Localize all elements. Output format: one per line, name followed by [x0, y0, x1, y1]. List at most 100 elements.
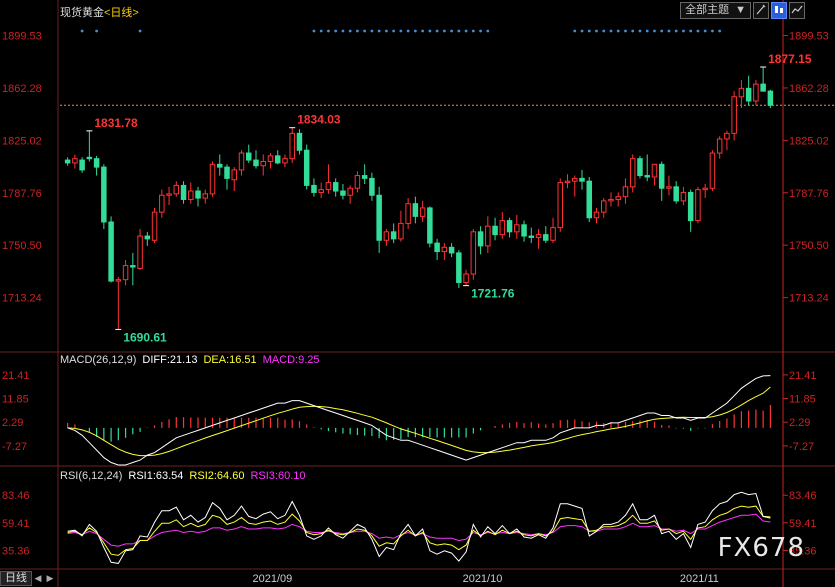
- candle-body: [376, 194, 382, 241]
- candle-body: [543, 234, 549, 241]
- dea-line: [67, 386, 771, 457]
- rsi2-line: [67, 505, 771, 556]
- low-label-2: 1721.76: [471, 287, 515, 301]
- rsi-tick-label-left: 83.46: [2, 490, 30, 502]
- x-tick-label: 2021/09: [252, 573, 292, 585]
- signal-dot: [479, 29, 482, 33]
- draw-tool-icon[interactable]: [753, 2, 769, 19]
- candle-body: [557, 182, 564, 229]
- rsi3-value: RSI3:60.10: [250, 470, 306, 482]
- signal-dot: [95, 29, 99, 33]
- macd-panel: [67, 375, 771, 466]
- macd-legend: MACD(26,12,9) DIFF:21.13 DEA:16.51 MACD:…: [60, 354, 320, 366]
- candle-body: [485, 225, 491, 247]
- candle-body: [303, 149, 310, 186]
- signal-dot: [341, 29, 345, 33]
- candle-body: [658, 163, 665, 189]
- low-label-1: 1690.61: [123, 330, 167, 344]
- candle-body: [274, 155, 281, 164]
- candle-body: [72, 158, 78, 164]
- candle-body: [267, 155, 274, 162]
- candle-body: [398, 222, 404, 240]
- chart-type-icon[interactable]: [771, 2, 787, 19]
- signal-dot: [616, 29, 620, 33]
- candle-body: [195, 190, 201, 199]
- candle-body: [629, 158, 636, 188]
- signal-dot: [413, 29, 417, 33]
- price-tick-label-left: 1862.28: [2, 83, 42, 95]
- candle-body: [383, 231, 390, 241]
- candle-body: [760, 83, 766, 92]
- candle-body: [637, 158, 643, 177]
- rsi1-line: [67, 491, 771, 564]
- candle-body: [238, 152, 245, 171]
- candle-body: [159, 194, 165, 213]
- signal-dot: [674, 29, 678, 33]
- macd-tick-label: 2.29: [789, 417, 810, 429]
- rsi-tick-label-left: 35.36: [2, 545, 30, 557]
- candle-body: [463, 273, 469, 283]
- rsi2-value: RSI2:64.60: [189, 470, 245, 482]
- high-label-2: 1834.03: [297, 113, 341, 127]
- signal-dot: [631, 29, 635, 33]
- candle-body: [347, 187, 353, 196]
- signal-dot: [638, 29, 642, 33]
- candle-body: [470, 231, 477, 275]
- chevron-down-icon: ▼: [735, 4, 746, 16]
- price-panel: 1831.78 1834.03 1877.15 1690.61 1721.76: [60, 29, 835, 344]
- price-tick-label: 1825.02: [789, 135, 829, 147]
- candle-body: [412, 203, 419, 217]
- signal-dot: [660, 29, 664, 33]
- signal-dot: [689, 29, 693, 33]
- price-tick-label: 1713.24: [789, 293, 829, 305]
- candle-body: [499, 220, 506, 236]
- scroll-right-icon[interactable]: ▶: [46, 573, 54, 583]
- signal-dot: [370, 29, 374, 33]
- candle-body: [325, 182, 332, 191]
- candle-body: [716, 138, 723, 154]
- scroll-left-icon[interactable]: ◀: [34, 573, 42, 583]
- candle-body: [318, 189, 324, 193]
- candle-body: [702, 187, 708, 191]
- candle-body: [427, 207, 433, 244]
- indicator-icon[interactable]: [789, 2, 805, 19]
- signal-dot: [595, 29, 598, 33]
- candle-body: [144, 235, 151, 240]
- signal-dot: [682, 29, 685, 33]
- signal-dot: [450, 29, 454, 33]
- candle-body: [122, 265, 129, 281]
- candle-body: [564, 180, 571, 184]
- candle-body: [289, 132, 295, 160]
- price-tick-label: 1899.53: [789, 31, 829, 43]
- candle-body: [622, 186, 629, 198]
- price-tick-label: 1750.50: [789, 240, 829, 252]
- signal-dot: [363, 29, 367, 33]
- candle-body: [593, 211, 600, 219]
- signal-dot: [667, 29, 671, 33]
- signal-dot: [471, 29, 475, 33]
- signal-dot: [392, 29, 396, 33]
- signal-dot: [703, 29, 707, 33]
- candle-body: [361, 175, 368, 179]
- tab-daily[interactable]: 日线: [0, 571, 32, 586]
- candle-body: [680, 191, 687, 202]
- candle-body: [687, 191, 694, 222]
- macd-dea-value: DEA:16.51: [203, 354, 257, 366]
- topic-select[interactable]: 全部主题 ▼: [680, 2, 751, 19]
- candle-body: [506, 220, 513, 233]
- candle-body: [260, 160, 266, 167]
- signal-dot: [435, 29, 439, 33]
- candle-body: [311, 184, 317, 193]
- signal-dot: [377, 29, 381, 33]
- price-tick-label-left: 1787.76: [2, 188, 42, 200]
- price-tick-label: 1862.28: [789, 83, 829, 95]
- signal-dot: [486, 29, 490, 33]
- candle-body: [231, 169, 238, 181]
- candle-body: [253, 159, 259, 167]
- candle-body: [245, 152, 252, 161]
- candle-body: [340, 190, 346, 196]
- candle-body: [188, 190, 194, 200]
- candle-body: [528, 235, 535, 238]
- rsi-tick-label: 83.46: [789, 490, 817, 502]
